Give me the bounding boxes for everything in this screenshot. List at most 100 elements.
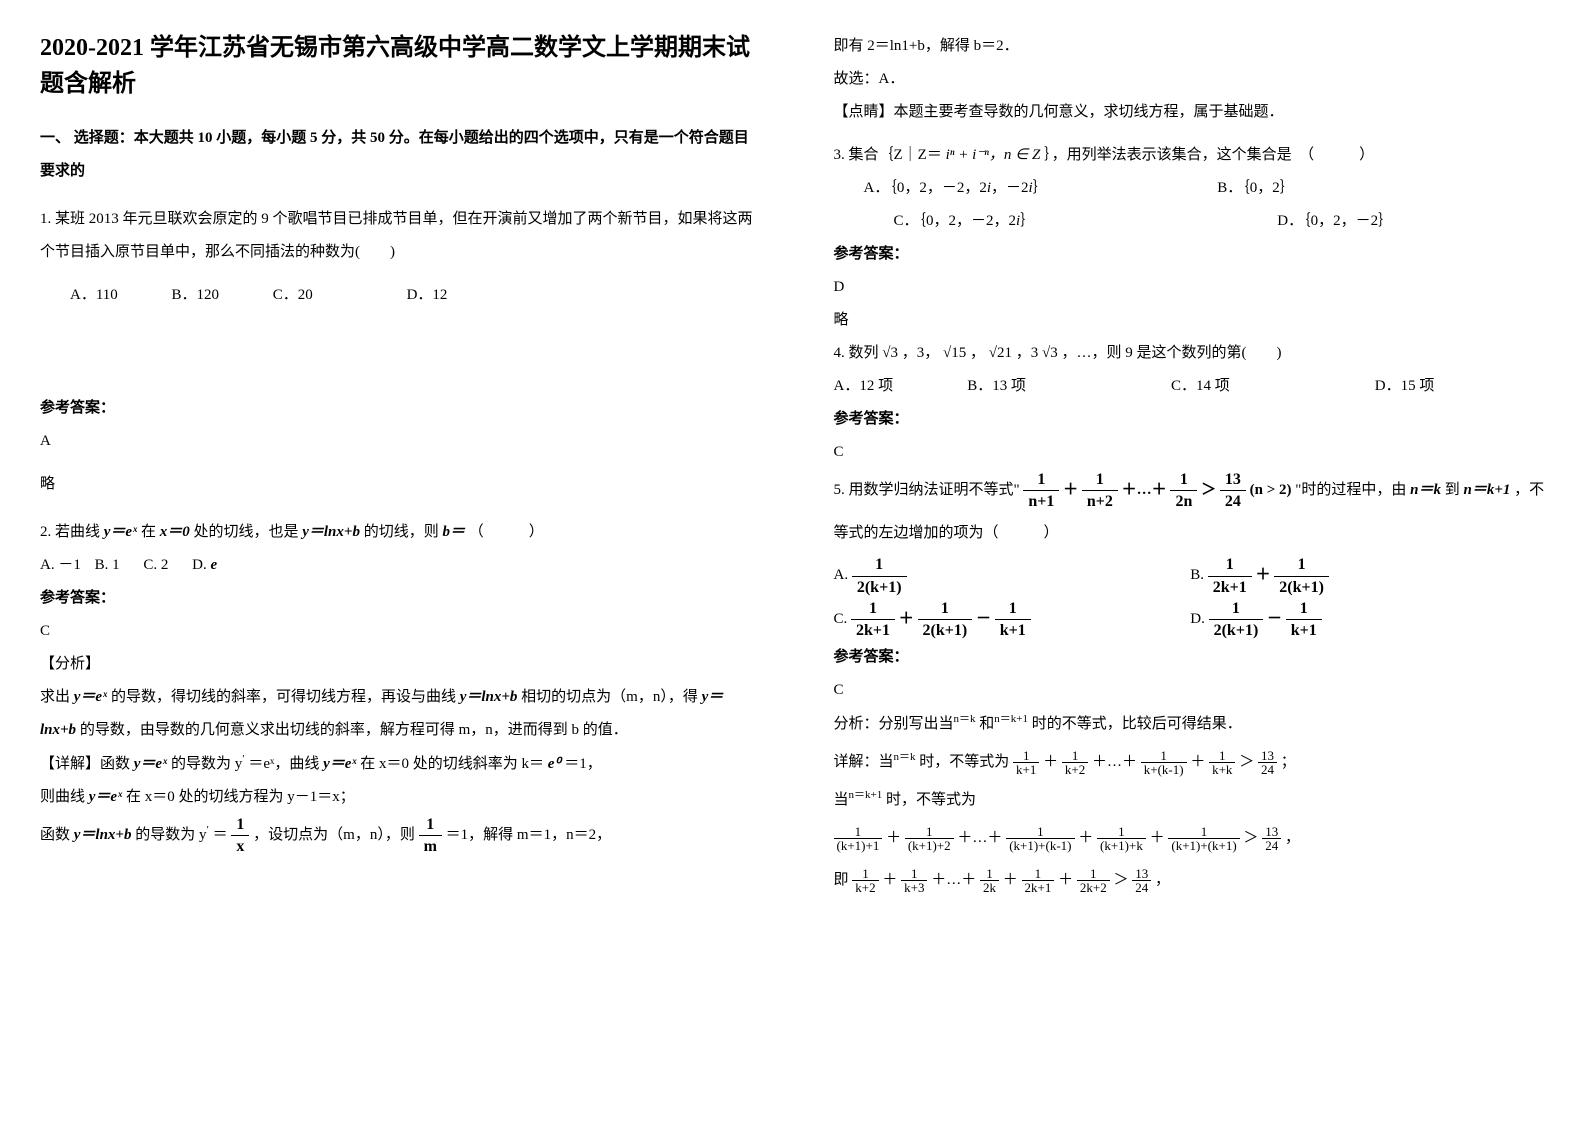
q3-row1: A．｛0，2，－2，2i，－2i｝ B．｛0，2｝ <box>864 172 1548 205</box>
dots-icon: ＋…＋ <box>1092 754 1137 770</box>
n: 1 <box>1208 554 1252 576</box>
q2-expr4: b＝ <box>442 524 465 540</box>
q3-ans: D <box>834 271 1548 304</box>
q5-prefix: 5. 用数学归纳法证明不等式" <box>834 482 1020 498</box>
q2-expr3: y＝lnx+b <box>302 524 360 540</box>
plus-icon: ＋ <box>1003 872 1018 888</box>
q2-expr1: y＝eˣ <box>104 524 137 540</box>
q5-b-label: B. <box>1190 568 1204 584</box>
q4-opt-d: D．15 项 <box>1375 378 1435 394</box>
q3-row2: C．｛0，2，－2，2i｝ D．｛0，2，－2｝ <box>894 205 1548 238</box>
q4-m3: ，3 <box>1016 345 1039 361</box>
d: k+(k-1) <box>1141 763 1187 776</box>
q5-c-f1: 12k+1 <box>851 598 895 641</box>
d: 2(k+1) <box>852 577 907 598</box>
q5-fx1c: 时的不等式，比较后可得结果． <box>1032 716 1242 732</box>
n: 1 <box>852 554 907 576</box>
q1-opt-a: A．110 <box>70 287 118 303</box>
minus-icon: － <box>976 611 991 627</box>
ji-label: 即 <box>834 872 849 888</box>
q5-suf2: 到 <box>1445 482 1460 498</box>
q5-a-frac: 12(k+1) <box>852 554 907 597</box>
q2-mid3: 的切线，则 <box>364 524 439 540</box>
q5-nk: n＝k <box>1410 482 1441 498</box>
n: 1 <box>995 598 1031 620</box>
e-f6: 1324 <box>1262 825 1281 852</box>
n: 1 <box>1170 469 1197 491</box>
d: (k+1)+2 <box>905 839 954 852</box>
q2-xj-1: 【详解】函数 <box>40 756 130 772</box>
q2-mid2: 处的切线，也是 <box>193 524 298 540</box>
d: k+1 <box>1013 763 1039 776</box>
f-f1: 1k+2 <box>852 867 878 894</box>
d: 2k+1 <box>851 620 895 641</box>
d: (k+1)+1 <box>834 839 883 852</box>
q4-text: 4. 数列 √3 ，3， √15 ， √21 ，3 √3 ，…，则 9 是这个数… <box>834 337 1548 370</box>
d-f2: 1k+2 <box>1062 749 1088 776</box>
q5-text: 5. 用数学归纳法证明不等式" 1n+1 ＋ 1n+2 ＋…＋ 12n ＞ 13… <box>834 469 1548 554</box>
e-f1: 1(k+1)+1 <box>834 825 883 852</box>
d: 2(k+1) <box>918 620 973 641</box>
n: 1 <box>1141 749 1187 763</box>
n: 13 <box>1220 469 1246 491</box>
q3-opt-c: C．｛0，2，－2，2i｝ <box>894 205 1274 238</box>
d: k+2 <box>1062 763 1088 776</box>
q2-fx-t1: 求出 <box>40 689 70 705</box>
q4-opt-a: A．12 项 <box>834 370 964 403</box>
q5-a-label: A. <box>834 568 849 584</box>
q5-suf1: "时的过程中，由 <box>1295 482 1406 498</box>
section-1-heading: 一、 选择题：本大题共 10 小题，每小题 5 分，共 50 分。在每小题给出的… <box>40 122 754 188</box>
q4-s2: √15 <box>943 345 966 361</box>
n: 1 <box>1168 825 1239 839</box>
q5-f1: 1n+1 <box>1023 469 1059 512</box>
n: 13 <box>1262 825 1281 839</box>
q3-suffix: ｝，用列举法表示该集合，这个集合是 （ ） <box>1044 147 1374 163</box>
q4-s1: √3 <box>882 345 898 361</box>
q5-eq2: 即 1k+2 ＋ 1k+3 ＋…＋ 12k ＋ 12k+1 ＋ 12k+2 ＞ … <box>834 859 1548 901</box>
q2-opt-d: D. <box>192 557 210 573</box>
q2-prime2: ′ <box>207 824 209 836</box>
n: 1 <box>1209 749 1235 763</box>
q2-xj-5: ＝1， <box>564 756 602 772</box>
n: 1 <box>901 867 927 881</box>
d: 24 <box>1258 763 1277 776</box>
q1-opt-b: B．120 <box>172 287 220 303</box>
q1-text: 1. 某班 2013 年元旦联欢会原定的 9 个歌唱节目已排成节目单，但在开演前… <box>40 203 754 269</box>
q2-mid1: 在 <box>141 524 156 540</box>
d: 2k+1 <box>1208 577 1252 598</box>
q5-b-f1: 12k+1 <box>1208 554 1252 597</box>
q2-l3-e1: y＝lnx+b <box>74 827 132 843</box>
q5-fx2a: 详解：当 <box>834 754 894 770</box>
q2-l3c: ＝ <box>213 827 228 843</box>
q2-xj-2: 的导数为 y <box>171 756 242 772</box>
d: 2n <box>1170 491 1197 512</box>
dots-icon: ＋…＋ <box>1122 482 1167 498</box>
n: 1 <box>1006 825 1074 839</box>
f-f2: 1k+3 <box>901 867 927 894</box>
q2-fx-t4: 的导数，由导数的几何意义求出切线的斜率，解方程可得 m，n，进而得到 b 的值． <box>80 722 628 738</box>
q2-line2: 则曲线 y＝eˣ 在 x＝0 处的切线方程为 y－1＝x； <box>40 781 754 814</box>
q4-s3: √21 <box>989 345 1012 361</box>
gt-icon: ＞ <box>1113 872 1128 888</box>
q5-f3: 12n <box>1170 469 1197 512</box>
q3-ans-label: 参考答案： <box>834 238 1548 271</box>
n: 1 <box>918 598 973 620</box>
q2-l3d: ，设切点为（m，n），则 <box>253 827 415 843</box>
dots-icon: ＋…＋ <box>957 830 1002 846</box>
q2-fenxi-text: 求出 y＝eˣ 的导数，得切线的斜率，可得切线方程，再设与曲线 y＝lnx+b … <box>40 681 754 747</box>
plus-icon: ＋ <box>886 830 901 846</box>
plus-icon: ＋ <box>1063 482 1078 498</box>
plus-icon: ＋ <box>1043 754 1058 770</box>
q4-m4: ，…，则 9 是这个数列的第( ) <box>1062 345 1282 361</box>
q5-c-f2: 12(k+1) <box>918 598 973 641</box>
plus-icon: ＋ <box>1190 754 1205 770</box>
q4-opt-c: C．14 项 <box>1171 370 1371 403</box>
q5-opt-a: A. 12(k+1) <box>834 554 1191 597</box>
frac-den: m <box>419 836 442 857</box>
q2-tail: （ ） <box>469 524 544 540</box>
d: k+1 <box>995 620 1031 641</box>
d-f1: 1k+1 <box>1013 749 1039 776</box>
q5-f2: 1n+2 <box>1082 469 1118 512</box>
q5-f4: 1324 <box>1220 469 1246 512</box>
f-f4: 12k+1 <box>1022 867 1055 894</box>
